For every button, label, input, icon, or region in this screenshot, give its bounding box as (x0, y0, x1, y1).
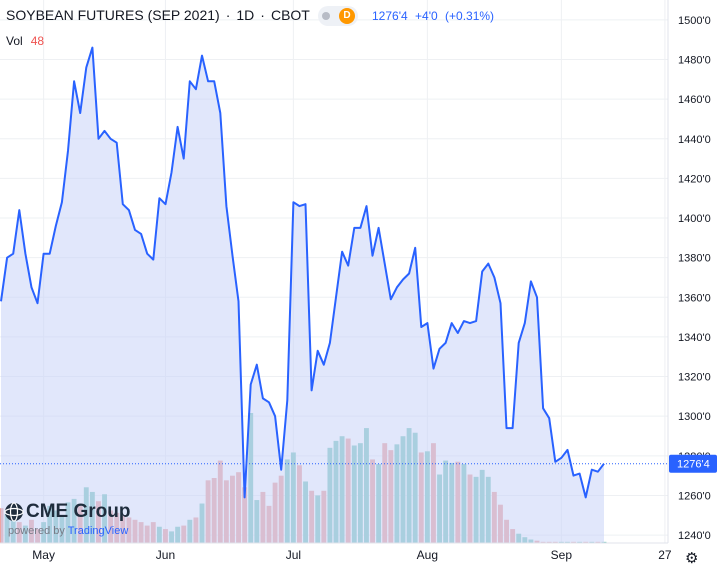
price-change-percent: (+0.31%) (445, 9, 495, 23)
interval-label[interactable]: 1D (236, 7, 255, 23)
time-tick-label: Jul (286, 548, 301, 562)
tradingview-brand: TradingView (67, 525, 129, 537)
last-price-tag: 1276'4 (669, 454, 717, 473)
price-change: +4'0 (415, 9, 438, 23)
exchange-label: CBOT (270, 7, 310, 23)
cme-globe-icon (4, 502, 24, 522)
time-tick-label: Aug (417, 548, 438, 562)
time-tick-label: May (32, 548, 55, 562)
powered-by: powered by TradingView (8, 525, 129, 537)
price-tick-label: 1420'0 (678, 173, 711, 185)
price-tick-label: 1260'0 (678, 490, 711, 502)
price-area-fill (1, 47, 604, 543)
last-price-tag-label: 1276'4 (677, 459, 710, 471)
volume-value: 48 (30, 34, 45, 48)
volume-legend: Vol 48 (6, 34, 44, 48)
last-price: 1276'4 (372, 9, 408, 23)
price-tick-label: 1480'0 (678, 55, 711, 67)
price-axis: 1240'01260'01280'01300'01320'01340'01360… (678, 15, 711, 542)
last-price-tag-bg (669, 454, 717, 473)
price-tick-label: 1320'0 (678, 372, 711, 384)
price-tick-label: 1500'0 (678, 15, 711, 27)
time-tick-label: 27 (658, 548, 672, 562)
delayed-badge: D (339, 8, 355, 24)
price-tick-label: 1400'0 (678, 213, 711, 225)
chart-header: SOYBEAN FUTURES (SEP 2021) · 1D · CBOT (6, 7, 310, 23)
time-tick-label: Sep (551, 548, 573, 562)
time-axis: May Jun Jul Aug Sep 27 (32, 548, 672, 562)
volume-label: Vol (6, 34, 23, 48)
price-tick-label: 1300'0 (678, 411, 711, 423)
symbol-title[interactable]: SOYBEAN FUTURES (SEP 2021) (6, 7, 220, 23)
gear-icon[interactable]: ⚙ (685, 550, 699, 567)
time-tick-label: Jun (156, 548, 175, 562)
market-status-toggle[interactable]: D (318, 6, 358, 26)
price-tick-label: 1380'0 (678, 253, 711, 265)
price-line (0, 46, 605, 499)
price-tick-label: 1360'0 (678, 292, 711, 304)
price-tick-label: 1440'0 (678, 134, 711, 146)
status-dot-icon (322, 12, 330, 20)
quote-readout: 1276'4 +4'0 (+0.31%) (372, 9, 498, 23)
cme-brand: CME Group (26, 501, 131, 522)
price-tick-label: 1340'0 (678, 332, 711, 344)
price-tick-label: 1460'0 (678, 94, 711, 106)
price-tick-label: 1240'0 (678, 530, 711, 542)
